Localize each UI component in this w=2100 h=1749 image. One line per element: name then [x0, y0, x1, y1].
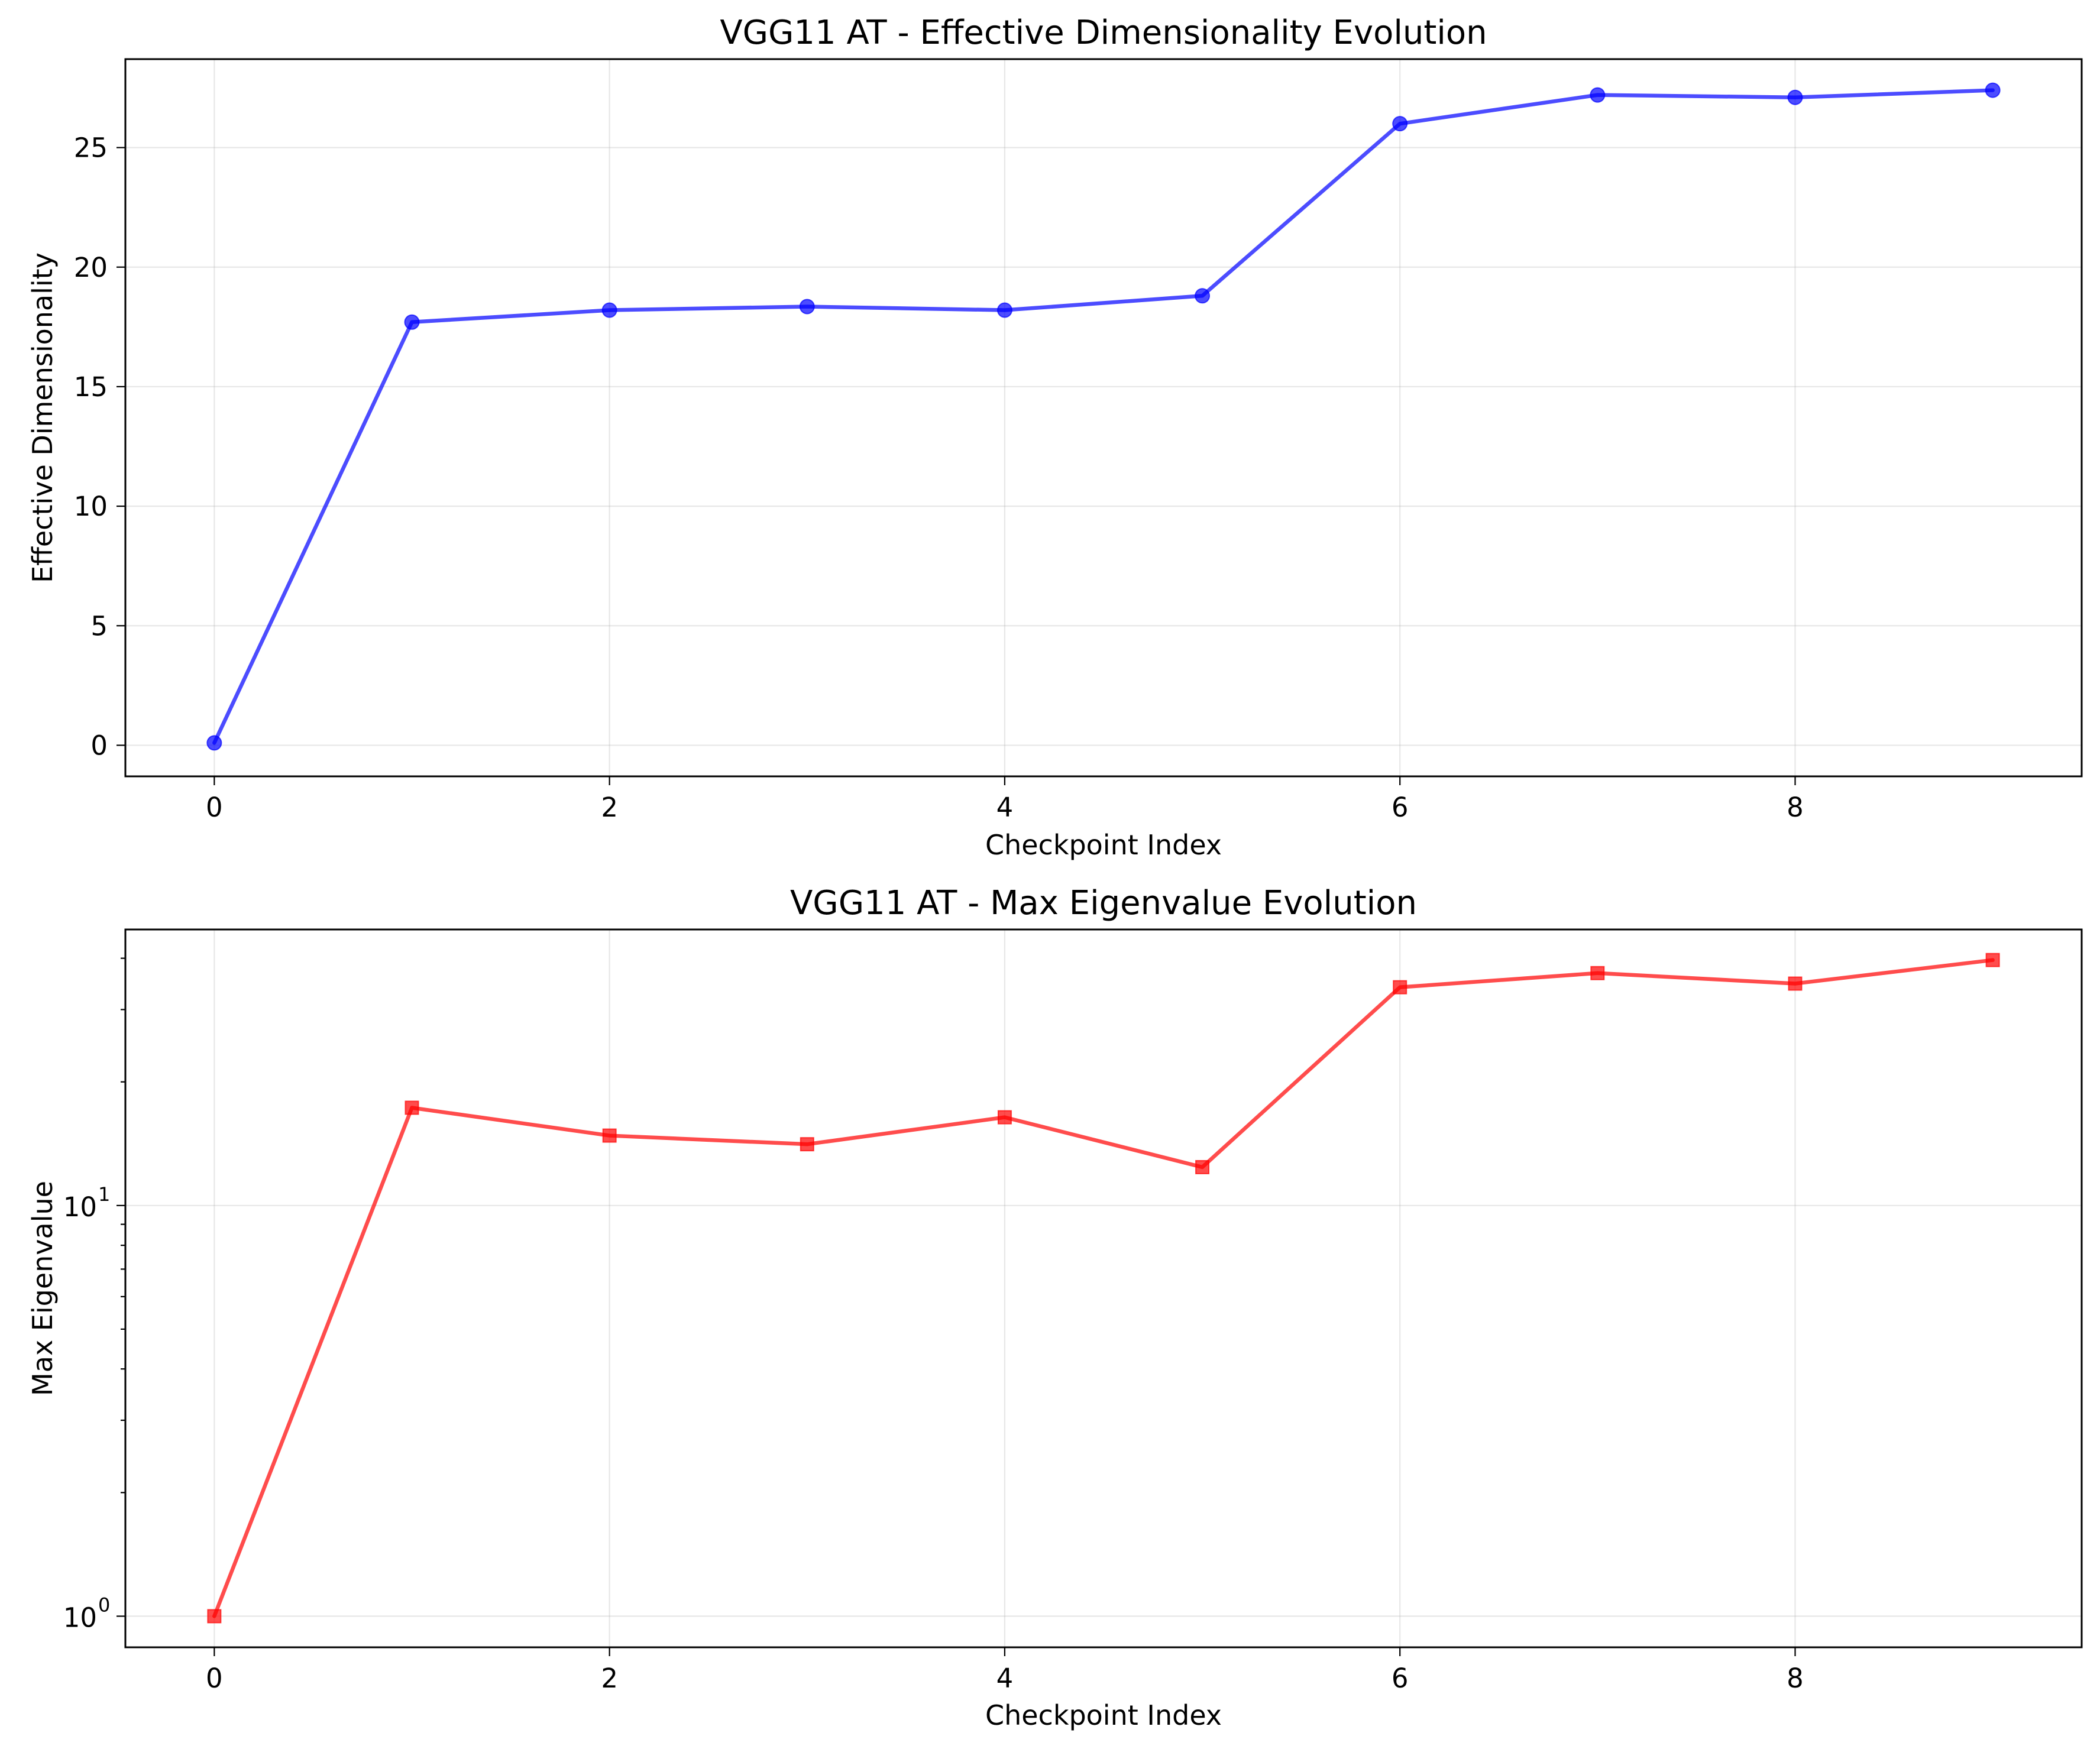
x-tick-label: 2	[601, 792, 618, 823]
data-point	[1788, 976, 1803, 991]
y-tick-label: 20	[74, 252, 108, 283]
y-axis-ticks: 0 5 10 15 20 25	[74, 132, 125, 761]
data-point	[1985, 82, 2001, 98]
data-point	[206, 735, 222, 751]
data-point	[602, 1128, 617, 1143]
data-point	[1590, 87, 1606, 103]
x-tick-label: 6	[1392, 792, 1409, 823]
x-tick-label: 4	[996, 1663, 1014, 1694]
data-point	[1195, 1159, 1210, 1174]
y-tick-label: 10	[63, 1191, 97, 1223]
x-tick-label: 8	[1787, 1663, 1804, 1694]
data-point	[1393, 980, 1407, 995]
data-point	[997, 1110, 1012, 1125]
x-tick-label: 0	[206, 792, 223, 823]
x-axis-label: Checkpoint Index	[985, 1699, 1222, 1731]
grid	[125, 929, 2082, 1647]
x-tick-label: 4	[996, 792, 1014, 823]
y-axis-label: Effective Dimensionality	[27, 252, 59, 583]
chart-title: VGG11 AT - Max Eigenvalue Evolution	[790, 884, 1417, 922]
data-point	[405, 1100, 419, 1115]
data-point	[404, 314, 420, 330]
y-tick-exponent: 1	[98, 1183, 110, 1206]
series-line	[212, 88, 1995, 745]
data-point	[207, 1609, 222, 1624]
x-tick-label: 6	[1392, 1663, 1409, 1694]
y-tick-label: 0	[90, 730, 108, 761]
grid	[125, 59, 2082, 776]
data-point	[1195, 288, 1211, 304]
data-point	[799, 299, 815, 315]
series-line	[212, 958, 1995, 1618]
axes-frame	[124, 928, 2083, 1648]
effective-dimensionality-chart: 0 2 4 6 8 0 5 10 15 20 25 VGG11 AT - Effective Di…	[27, 14, 2083, 861]
x-axis-label: Checkpoint Index	[985, 829, 1222, 861]
y-tick-exponent: 0	[98, 1593, 110, 1616]
y-axis-label: Max Eigenvalue	[27, 1181, 59, 1396]
data-point	[1392, 116, 1408, 132]
y-tick-label: 15	[74, 371, 108, 403]
x-tick-label: 2	[601, 1663, 618, 1694]
y-tick-label: 25	[74, 132, 108, 164]
data-point	[1787, 89, 1803, 105]
series	[206, 82, 2001, 751]
series	[207, 953, 2000, 1624]
y-tick-label: 10	[63, 1602, 97, 1633]
data-point	[1590, 966, 1605, 980]
data-point	[601, 302, 617, 318]
axes-frame	[124, 58, 2083, 778]
x-axis-ticks: 0 2 4 6 8	[206, 1647, 1804, 1694]
data-point	[996, 302, 1012, 318]
chart-title: VGG11 AT - Effective Dimensionality Evol…	[720, 14, 1487, 52]
y-tick-label: 10	[74, 491, 108, 522]
x-tick-label: 8	[1787, 792, 1804, 823]
x-axis-ticks: 0 2 4 6 8	[206, 776, 1804, 823]
data-point	[1985, 953, 2000, 967]
y-tick-label: 5	[90, 610, 108, 642]
x-tick-label: 0	[206, 1663, 223, 1694]
data-point	[800, 1137, 814, 1152]
